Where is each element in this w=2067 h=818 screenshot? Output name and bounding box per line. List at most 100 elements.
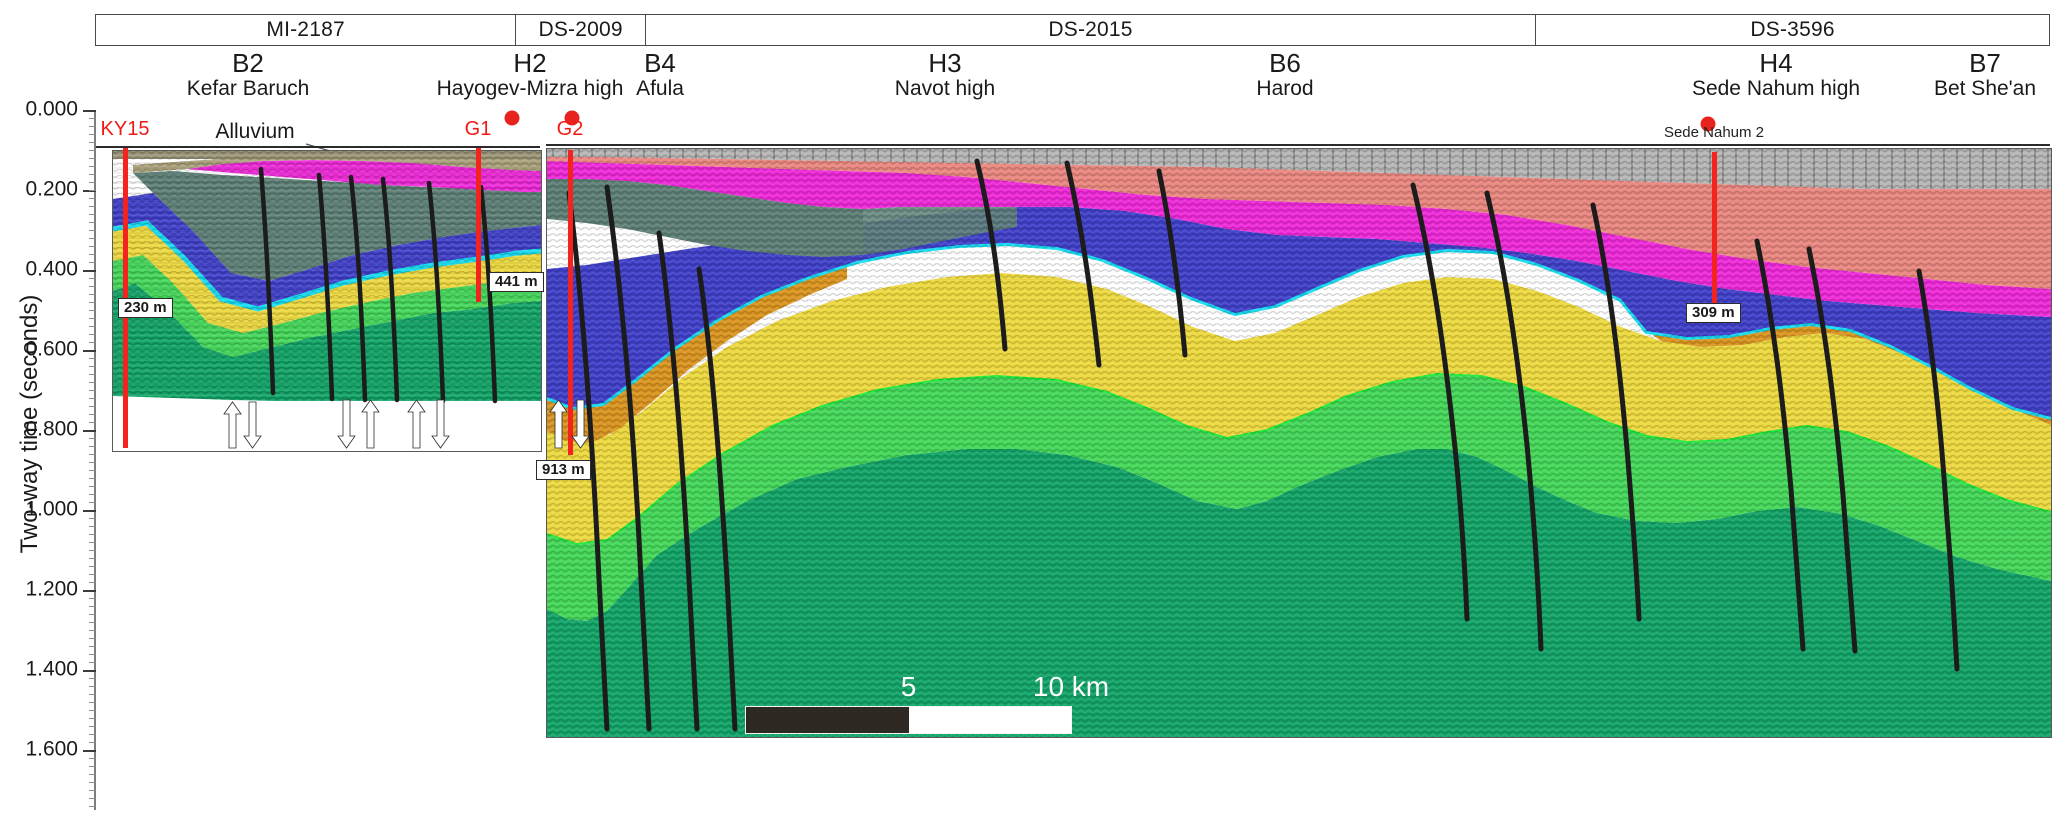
well-depth-tag: 913 m [536, 460, 591, 480]
structure-name: Hayogev-Mizra high [436, 77, 624, 100]
y-tick-minor [89, 558, 96, 559]
structure-name: Navot high [894, 77, 996, 100]
y-tick-minor [89, 470, 96, 471]
fault-throw-arrows-7 [571, 399, 590, 449]
y-tick-minor [89, 134, 96, 135]
scale-bar-label-5: 5 [900, 671, 917, 702]
y-tick-major [83, 270, 96, 272]
structure-marker-dot [564, 110, 580, 126]
structure-marker-dot [504, 110, 520, 126]
y-tick-minor [89, 118, 96, 119]
y-tick-minor [89, 678, 96, 679]
y-tick-minor [89, 126, 96, 127]
y-tick-minor [89, 150, 96, 151]
y-tick-minor [89, 526, 96, 527]
y-tick-minor [89, 262, 96, 263]
structure-label-h3: H3 Navot high [895, 50, 995, 101]
y-tick-label: 1.400 [25, 657, 78, 681]
y-tick-minor [89, 278, 96, 279]
main-seismic-panel [546, 148, 2052, 738]
y-tick-minor [89, 478, 96, 479]
well-label-ky15[interactable]: KY15 [100, 118, 150, 140]
y-tick-minor [89, 214, 96, 215]
well-label-g2[interactable]: G2 [556, 118, 584, 140]
y-tick-minor [89, 806, 96, 807]
y-tick-minor [89, 774, 96, 775]
y-tick-minor [89, 486, 96, 487]
well-label-sede-nahum-2[interactable]: Sede Nahum 2 [1663, 124, 1765, 141]
y-tick-minor [89, 358, 96, 359]
y-tick-label: 1.600 [25, 737, 78, 761]
y-tick-minor [89, 718, 96, 719]
fault-throw-arrows-4 [407, 399, 426, 449]
y-tick-label: 1.200 [25, 577, 78, 601]
fault-throw-arrows-3 [361, 399, 380, 449]
y-tick-minor [89, 534, 96, 535]
left-panel-top-rule [96, 146, 540, 148]
y-tick-major [83, 670, 96, 672]
y-tick-minor [89, 406, 96, 407]
y-tick-minor [89, 422, 96, 423]
survey-box-ds-2009[interactable]: DS-2009 [515, 14, 645, 46]
y-tick-minor [89, 494, 96, 495]
survey-box-ds-3596[interactable]: DS-3596 [1535, 14, 2050, 46]
y-tick-major [83, 350, 96, 352]
well-track-sede-nahum-2 [1712, 152, 1717, 318]
y-tick-minor [89, 566, 96, 567]
y-tick-minor [89, 518, 96, 519]
fault-throw-arrows-6 [549, 399, 568, 449]
well-depth-tag: 230 m [118, 298, 173, 318]
fault-throw-arrows-1 [223, 401, 262, 449]
y-tick-minor [89, 414, 96, 415]
y-tick-minor [89, 166, 96, 167]
structure-marker-dot [1700, 116, 1716, 132]
structure-label-b6: B6 Harod [1256, 50, 1313, 101]
well-label-g1[interactable]: G1 [464, 118, 492, 140]
y-tick-minor [89, 782, 96, 783]
y-tick-minor [89, 238, 96, 239]
structure-name: Sede Nahum high [1691, 77, 1861, 100]
y-tick-major [83, 110, 96, 112]
scale-bar-segment-light [908, 707, 1071, 733]
y-tick-minor [89, 142, 96, 143]
survey-header-row: MI-2187 DS-2009 DS-2015 DS-3596 [95, 14, 2050, 46]
y-tick-minor [89, 310, 96, 311]
y-tick-minor [89, 230, 96, 231]
left-seismic-panel [112, 150, 542, 452]
y-tick-minor [89, 742, 96, 743]
y-tick-major [83, 190, 96, 192]
structure-code: H2 [513, 48, 547, 78]
y-tick-minor [89, 294, 96, 295]
y-tick-minor [89, 654, 96, 655]
y-tick-minor [89, 766, 96, 767]
y-tick-minor [89, 398, 96, 399]
y-tick-minor [89, 646, 96, 647]
structure-label-h4: H4 Sede Nahum high [1692, 50, 1860, 101]
well-track-g2 [568, 150, 573, 455]
y-tick-minor [89, 254, 96, 255]
structure-name: Kefar Baruch [186, 77, 310, 100]
y-tick-label: 1.000 [25, 497, 78, 521]
structure-label-b7: B7 Bet She'an [1934, 50, 2036, 101]
structure-name: Bet She'an [1933, 77, 2037, 100]
well-track-g1 [476, 148, 481, 302]
y-tick-major [83, 510, 96, 512]
y-tick-label: 0.200 [25, 177, 78, 201]
y-tick-minor [89, 382, 96, 383]
survey-box-ds-2015[interactable]: DS-2015 [644, 14, 1536, 46]
survey-box-mi-2187[interactable]: MI-2187 [95, 14, 516, 46]
main-panel-top-rule [546, 144, 2050, 146]
fault-throw-arrows-2 [337, 399, 356, 449]
y-tick-minor [89, 462, 96, 463]
y-tick-minor [89, 318, 96, 319]
alluvium-annotation: Alluvium [215, 120, 295, 143]
y-tick-minor [89, 598, 96, 599]
y-tick-minor [89, 686, 96, 687]
y-tick-minor [89, 454, 96, 455]
y-tick-minor [89, 726, 96, 727]
fault-throw-arrows-5 [431, 399, 450, 449]
y-tick-minor [89, 182, 96, 183]
structure-code: H4 [1759, 48, 1793, 78]
scale-bar: 5 10 km [745, 671, 1109, 734]
